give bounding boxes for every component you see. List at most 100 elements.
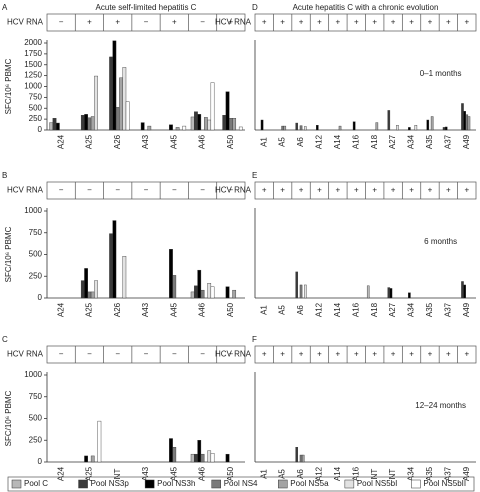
y-tick-label: 250 — [29, 114, 43, 123]
x-tick-label: A5 — [278, 137, 287, 147]
x-tick-label: A25 — [85, 134, 94, 149]
x-tick-label: A1 — [259, 137, 268, 147]
panel-letter: C — [2, 335, 8, 344]
bar — [387, 110, 391, 131]
hcv-status: + — [280, 186, 285, 195]
bar — [194, 285, 198, 299]
hcv-status: − — [87, 186, 92, 195]
bar — [197, 269, 202, 299]
y-tick-label: 250 — [29, 271, 43, 280]
x-tick-label: A5 — [278, 305, 287, 315]
bar — [109, 56, 113, 131]
bar — [52, 118, 57, 131]
x-tick-label: A45 — [169, 134, 178, 149]
bar — [80, 280, 85, 299]
legend-swatch — [344, 479, 355, 489]
legend-swatch — [144, 479, 155, 489]
y-tick-label: 750 — [29, 392, 43, 401]
bar — [444, 126, 448, 131]
y-axis-label: SFC/10⁶ PBMC — [4, 58, 13, 114]
bar — [229, 118, 233, 131]
row-label: HCV RNA — [7, 350, 44, 359]
bar — [225, 91, 230, 131]
x-tick-label: A24 — [56, 466, 65, 481]
hcv-status: + — [317, 186, 322, 195]
bar — [122, 256, 127, 299]
hcv-status: + — [446, 350, 451, 359]
legend-label: Pool C — [24, 479, 48, 488]
bar — [465, 114, 469, 131]
hcv-status: + — [428, 350, 433, 359]
panel-letter: B — [2, 171, 7, 180]
hcv-status: + — [409, 186, 414, 195]
x-tick-label: A12 — [315, 134, 324, 149]
bar — [80, 115, 85, 131]
x-tick-label: NT — [370, 469, 379, 480]
hcv-status: + — [428, 186, 433, 195]
hcv-status: + — [391, 350, 396, 359]
hcv-status: − — [115, 186, 120, 195]
hcv-status: + — [336, 18, 341, 27]
hcv-status: + — [299, 350, 304, 359]
bar — [190, 116, 195, 131]
bar — [194, 111, 198, 131]
bar — [225, 453, 230, 463]
hcv-status: + — [317, 18, 322, 27]
bar — [414, 125, 418, 131]
x-tick-label: A26 — [113, 134, 122, 149]
x-tick-label: A37 — [443, 134, 452, 149]
bar — [338, 125, 342, 131]
x-tick-label: A34 — [407, 466, 416, 481]
bar — [125, 101, 130, 131]
legend-label: Pool NS5a — [290, 479, 329, 488]
x-tick-label: A34 — [407, 302, 416, 317]
hcv-status: + — [280, 18, 285, 27]
bar — [387, 287, 391, 299]
bar — [299, 454, 303, 463]
x-tick-label: A27 — [388, 134, 397, 149]
bar — [295, 271, 299, 299]
x-tick-label: A50 — [226, 466, 235, 481]
bar — [175, 127, 180, 131]
y-tick-label: 750 — [29, 228, 43, 237]
x-tick-label: A35 — [425, 466, 434, 481]
bar — [147, 125, 152, 131]
x-tick-label: A14 — [333, 134, 342, 149]
hcv-status: + — [409, 18, 414, 27]
x-tick-label: A12 — [315, 466, 324, 481]
legend-swatch — [78, 479, 88, 489]
hcv-status: − — [200, 186, 205, 195]
x-tick-label: A5 — [278, 469, 287, 479]
x-tick-label: A25 — [85, 302, 94, 317]
hcv-status: + — [354, 350, 359, 359]
bar — [84, 114, 88, 131]
x-tick-label: NT — [388, 469, 397, 480]
hcv-status: + — [229, 18, 234, 27]
hcv-status: + — [391, 18, 396, 27]
bar — [207, 119, 212, 131]
bar — [210, 453, 215, 463]
bar — [204, 117, 208, 131]
row-label: HCV RNA — [215, 18, 252, 27]
bar — [90, 116, 95, 131]
y-tick-label: 0 — [38, 125, 43, 134]
legend-swatch — [211, 479, 221, 489]
hcv-status: − — [200, 350, 205, 359]
hcv-status: + — [409, 350, 414, 359]
bar — [281, 125, 284, 131]
x-tick-label: A37 — [443, 302, 452, 317]
bar — [122, 67, 127, 131]
hcv-status: + — [299, 18, 304, 27]
row-label: HCV RNA — [7, 186, 44, 195]
x-tick-label: NT — [113, 469, 122, 480]
hcv-status: + — [280, 350, 285, 359]
bar — [299, 125, 303, 131]
x-tick-label: A46 — [198, 302, 207, 317]
bar — [299, 284, 303, 299]
y-tick-label: 1000 — [24, 370, 42, 379]
bar — [467, 116, 471, 131]
bar — [295, 447, 299, 463]
x-tick-label: A1 — [259, 305, 268, 315]
hcv-status: − — [172, 350, 177, 359]
hcv-status: + — [172, 18, 177, 27]
